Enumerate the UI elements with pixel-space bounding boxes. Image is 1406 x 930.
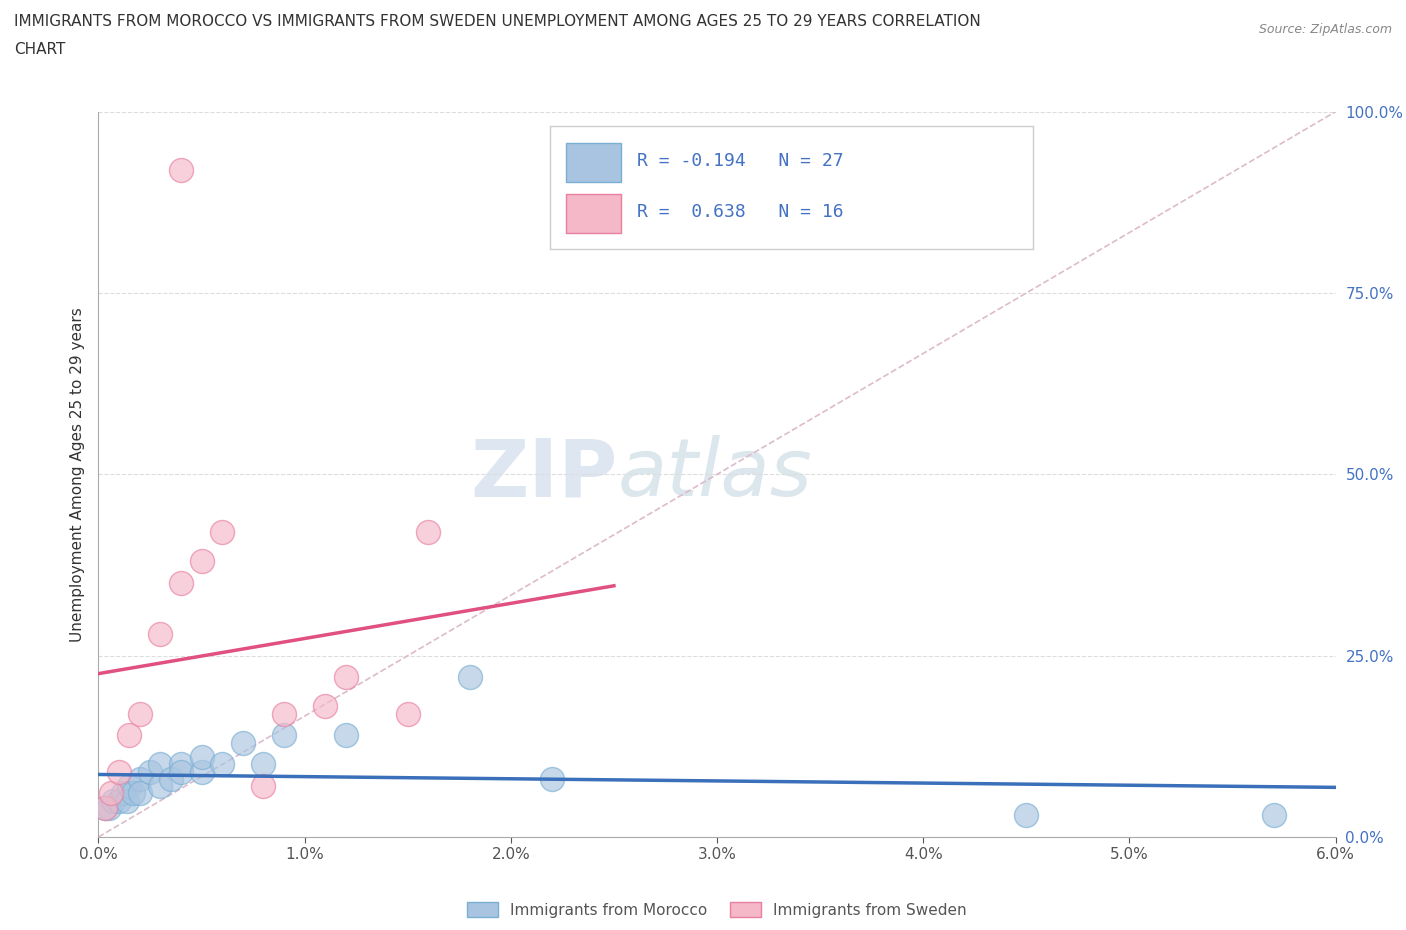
Point xyxy=(458,670,481,684)
Point xyxy=(273,728,295,743)
Point xyxy=(108,793,131,808)
Legend: Immigrants from Morocco, Immigrants from Sweden: Immigrants from Morocco, Immigrants from… xyxy=(461,896,973,923)
Point xyxy=(97,801,120,816)
Point xyxy=(232,736,254,751)
Point xyxy=(128,772,150,787)
Point xyxy=(418,525,440,539)
Point xyxy=(100,786,122,801)
Text: CHART: CHART xyxy=(14,42,66,57)
Point xyxy=(170,162,193,177)
Point xyxy=(252,778,274,793)
Text: atlas: atlas xyxy=(619,435,813,513)
Point xyxy=(149,757,172,772)
Point xyxy=(118,728,141,743)
Point xyxy=(112,786,135,801)
Point xyxy=(252,757,274,772)
Point xyxy=(190,750,212,764)
Point xyxy=(117,793,139,808)
Point xyxy=(1015,808,1038,823)
Point xyxy=(335,670,357,684)
Point xyxy=(273,706,295,721)
Point xyxy=(93,801,115,816)
Text: IMMIGRANTS FROM MOROCCO VS IMMIGRANTS FROM SWEDEN UNEMPLOYMENT AMONG AGES 25 TO : IMMIGRANTS FROM MOROCCO VS IMMIGRANTS FR… xyxy=(14,14,981,29)
Point xyxy=(108,764,131,779)
Point xyxy=(128,706,150,721)
Point xyxy=(149,627,172,642)
Point xyxy=(149,778,172,793)
Point xyxy=(118,778,141,793)
Point xyxy=(170,757,193,772)
Text: R = -0.194   N = 27: R = -0.194 N = 27 xyxy=(637,152,844,170)
Point xyxy=(314,699,336,714)
Point xyxy=(93,801,115,816)
Text: Source: ZipAtlas.com: Source: ZipAtlas.com xyxy=(1258,23,1392,36)
Y-axis label: Unemployment Among Ages 25 to 29 years: Unemployment Among Ages 25 to 29 years xyxy=(69,307,84,642)
Text: ZIP: ZIP xyxy=(471,435,619,513)
FancyBboxPatch shape xyxy=(567,143,620,182)
Text: R =  0.638   N = 16: R = 0.638 N = 16 xyxy=(637,203,844,220)
Point xyxy=(139,764,162,779)
Point xyxy=(211,525,233,539)
Point xyxy=(170,576,193,591)
Point xyxy=(159,772,181,787)
Point xyxy=(170,764,193,779)
Point xyxy=(190,554,212,569)
Point xyxy=(541,772,564,787)
FancyBboxPatch shape xyxy=(550,126,1032,249)
Point xyxy=(335,728,357,743)
Point xyxy=(122,786,145,801)
Point xyxy=(101,793,124,808)
Point xyxy=(1263,808,1285,823)
FancyBboxPatch shape xyxy=(567,193,620,232)
Point xyxy=(128,786,150,801)
Point xyxy=(396,706,419,721)
Point xyxy=(211,757,233,772)
Point xyxy=(190,764,212,779)
